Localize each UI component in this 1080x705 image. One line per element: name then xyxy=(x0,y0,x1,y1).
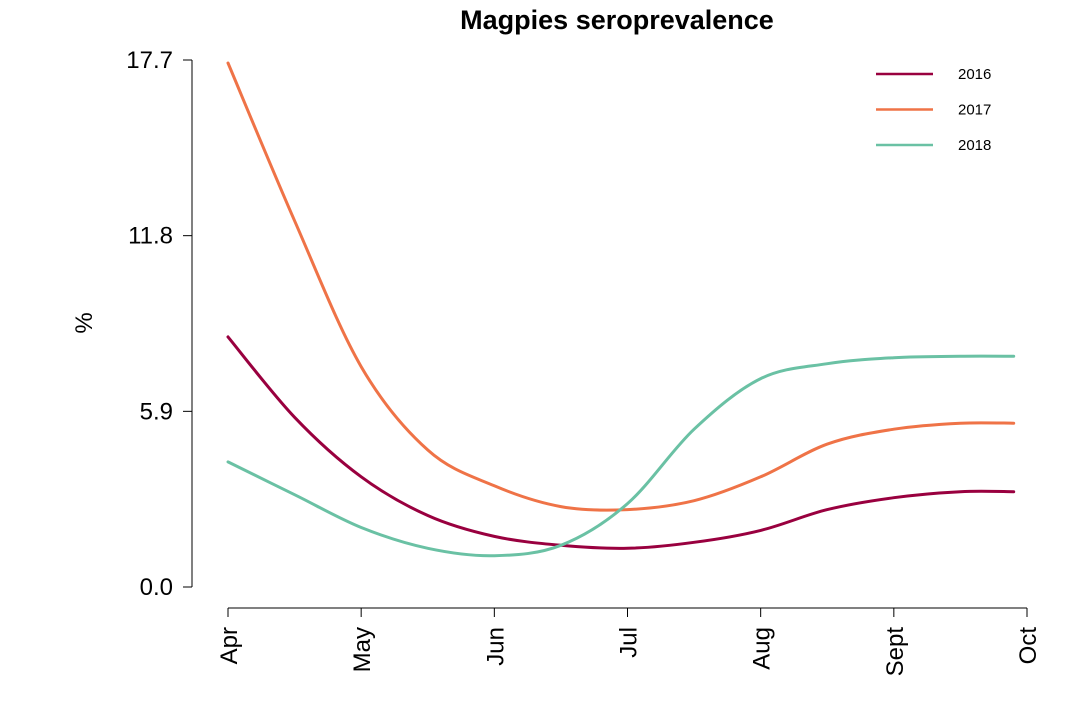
x-tick-label: Jul xyxy=(616,627,643,658)
series-layer xyxy=(226,61,1016,558)
series-line-2017 xyxy=(226,61,1016,512)
legend-label-2018: 2018 xyxy=(958,137,991,154)
series-line-2016 xyxy=(226,335,1016,550)
y-tick-label: 17.7 xyxy=(126,47,173,74)
y-tick-label: 11.8 xyxy=(128,223,173,250)
y-tick-label: 0.0 xyxy=(140,574,173,601)
x-tick-label: May xyxy=(349,627,376,672)
legend: 2016 2017 2018 xyxy=(876,66,991,154)
x-tick-label: Sept xyxy=(882,627,909,677)
legend-label-2017: 2017 xyxy=(958,102,991,119)
x-tick-label: Oct xyxy=(1015,627,1042,665)
x-tick-label: Apr xyxy=(216,627,243,664)
y-ticks: 0.0 5.9 11.8 17.7 xyxy=(126,47,192,601)
y-axis-label: % xyxy=(71,312,98,333)
x-tick-label: Jun xyxy=(482,627,509,666)
chart-title: Magpies seroprevalence xyxy=(460,5,774,35)
series-line-2018 xyxy=(226,354,1016,558)
y-tick-label: 5.9 xyxy=(140,398,173,425)
legend-label-2016: 2016 xyxy=(958,66,991,83)
x-ticks: Apr May Jun Jul Aug Sept Oct xyxy=(216,608,1042,676)
x-tick-label: Aug xyxy=(749,627,776,670)
